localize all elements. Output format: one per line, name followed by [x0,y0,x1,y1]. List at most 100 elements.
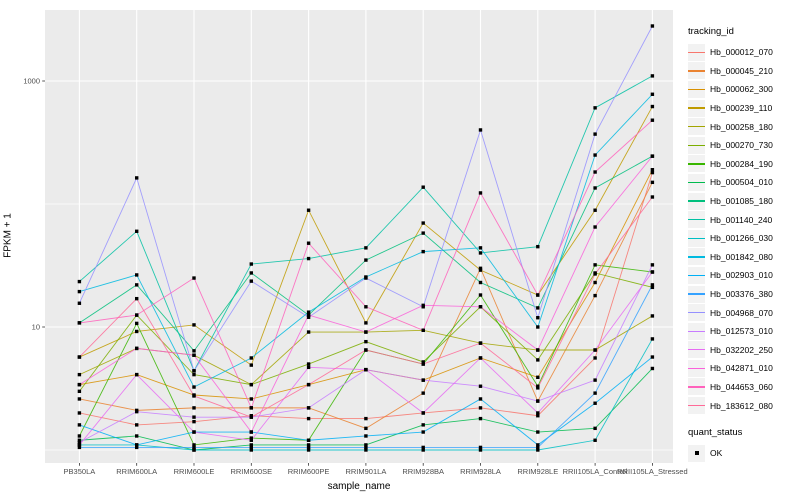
data-point [364,434,368,438]
data-point [478,397,483,401]
data-point [478,251,483,255]
legend-entries: Hb_000012_070 Hb_000045_210 Hb_000062_300 H… [688,43,800,415]
data-point [593,153,597,157]
data-point [77,434,82,438]
data-point [650,355,655,359]
legend-quant-status: quant_status OK [688,427,800,463]
data-point [478,305,483,309]
data-point [536,358,540,362]
legend-key-line [688,256,705,258]
data-point [536,448,540,452]
data-point [77,423,82,427]
data-point [650,283,655,287]
data-point [650,92,655,96]
data-point [77,443,82,447]
legend-item-Hb_000012_070: Hb_000012_070 [688,43,800,62]
data-point [77,382,82,387]
data-point [421,303,425,308]
data-point [478,266,483,271]
legend-key-box [688,285,705,303]
data-point [249,356,253,360]
data-point [593,106,597,110]
legend-item-label: Hb_000270_730 [710,140,773,151]
data-point [135,434,139,438]
legend-key-box [688,397,705,415]
data-point [593,356,597,360]
legend-key-box [688,192,705,210]
data-point [593,391,597,395]
data-point [249,436,253,440]
data-point [536,443,540,447]
legend-key-box [688,118,705,136]
legend-item-label: Hb_001842_080 [710,251,773,262]
legend-item-Hb_000504_010: Hb_000504_010 [688,173,800,192]
data-point [421,231,425,235]
data-point [135,283,139,287]
legend-key-line [688,107,705,109]
legend-key-box [688,211,705,229]
data-point [306,315,311,319]
data-point [650,168,655,172]
data-point [249,406,253,410]
data-point [135,445,139,450]
data-point [478,416,483,421]
data-point [650,195,655,199]
data-point [77,438,82,442]
data-point [192,369,196,373]
legend-item-label: Hb_000258_180 [710,121,773,132]
legend-item-label: Hb_000045_210 [710,65,773,76]
legend-item-label: OK [710,448,723,459]
data-point [478,341,483,345]
data-point [192,394,196,398]
legend-item-Hb_000045_210: Hb_000045_210 [688,62,800,81]
legend-key-line [688,330,705,332]
data-point [478,191,483,195]
data-point [536,375,540,379]
data-point [77,411,82,415]
data-point [249,397,253,401]
x-tick-label: RRIM600PE [288,467,330,476]
data-point [364,448,368,452]
data-point [536,306,540,310]
legend-item-label: Hb_000012_070 [710,47,773,58]
legend-item-Hb_183612_080: Hb_183612_080 [688,396,800,415]
data-point [364,416,368,421]
data-point [478,280,483,285]
legend-item-label: Hb_000062_300 [710,84,773,95]
data-point [77,445,82,450]
data-point [421,448,425,452]
legend-key-box [688,359,705,377]
data-point [364,348,368,352]
data-point [478,384,483,388]
legend-title-tracking-id: tracking_id [688,26,734,37]
data-point [364,321,368,325]
data-point [364,246,368,250]
data-point [650,74,655,78]
data-point [192,372,196,377]
legend-item-Hb_044653_060: Hb_044653_060 [688,378,800,397]
data-point [536,399,540,403]
data-point [249,445,253,450]
data-point [593,208,597,212]
data-point [135,176,139,180]
data-point [364,367,368,372]
data-point [249,382,253,387]
legend-key-box [688,155,705,173]
data-point [478,356,483,360]
data-point [192,430,196,434]
data-point [421,423,425,427]
data-point [249,430,253,434]
data-point [306,362,311,366]
data-point [364,426,368,431]
data-point [192,415,196,419]
legend-item-label: Hb_044653_060 [710,381,773,392]
data-point [192,323,196,327]
data-point [478,293,483,297]
x-tick-label: RRII105LA_Stressed [617,467,687,476]
legend-key-line [688,311,705,314]
legend-item-label: Hb_004968_070 [710,307,773,318]
legend-key-line [688,349,705,351]
legend-item-Hb_001140_240: Hb_001140_240 [688,210,800,229]
data-point [249,443,253,447]
data-point [421,249,425,254]
